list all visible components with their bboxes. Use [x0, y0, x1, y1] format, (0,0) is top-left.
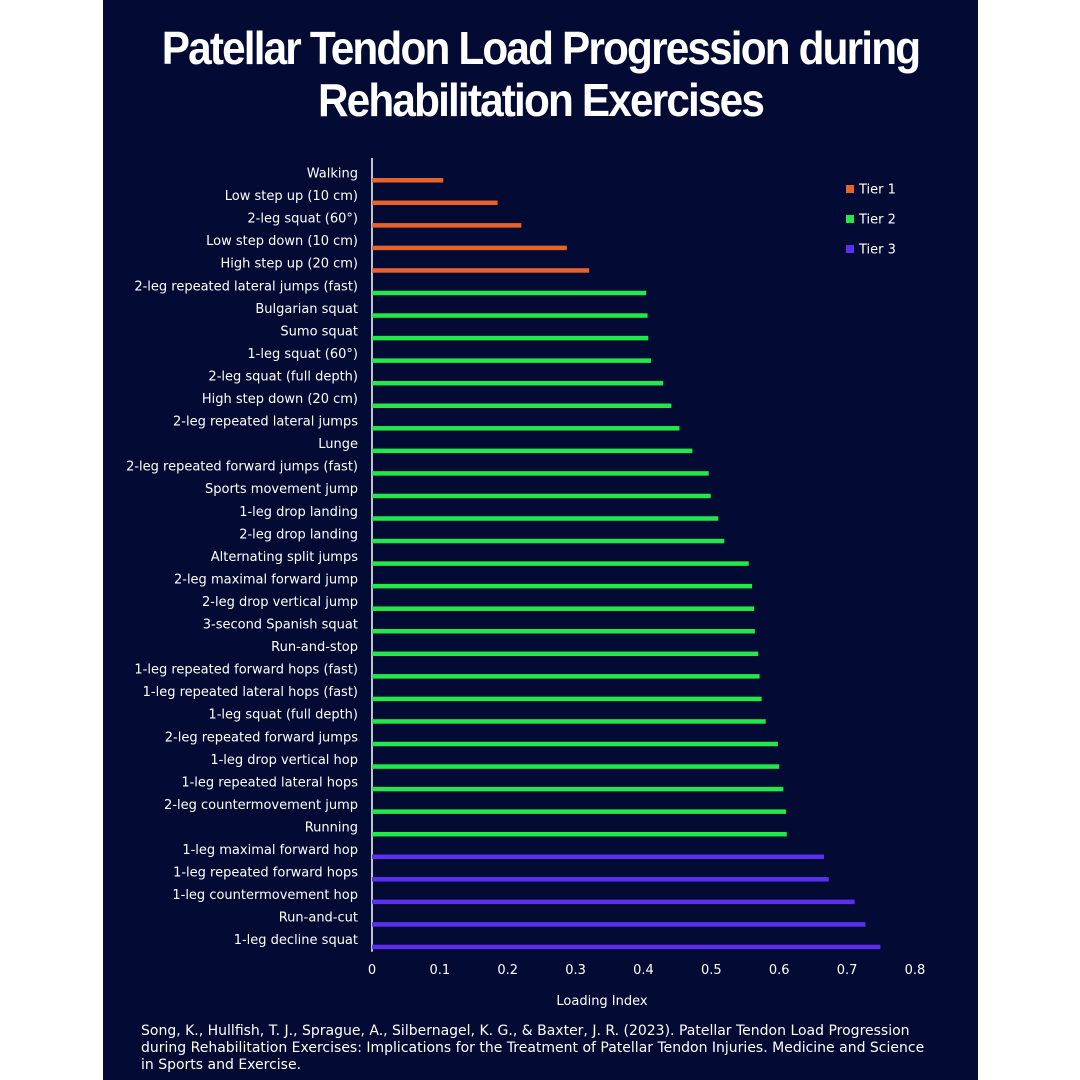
x-tick-label: 0.4 — [633, 963, 654, 978]
bar-chart: Walking Low step up (10 cm) 2-leg squat (6… — [126, 158, 926, 1009]
citation: Song, K., Hullfish, T. J., Sprague, A., … — [141, 1023, 925, 1073]
legend-swatch — [846, 245, 854, 253]
category-label: Walking — [307, 167, 358, 182]
bar — [372, 538, 725, 544]
legend-swatch — [846, 185, 854, 193]
legend-label: Tier 2 — [858, 213, 896, 228]
category-label: High step up (20 cm) — [220, 257, 358, 272]
category-label: 1-leg drop vertical hop — [210, 753, 358, 768]
category-label: 2-leg countermovement jump — [164, 798, 358, 813]
x-tick-label: 0.5 — [701, 963, 722, 978]
category-label: Alternating split jumps — [211, 550, 358, 565]
bar — [372, 899, 855, 905]
bar — [372, 741, 778, 747]
bar — [372, 786, 784, 792]
category-label: 1-leg drop landing — [239, 505, 358, 520]
bar — [372, 223, 522, 228]
category-label: 1-leg repeated forward hops (fast) — [134, 663, 358, 678]
bar — [372, 854, 825, 859]
bar — [372, 471, 709, 476]
x-tick-label: 0.3 — [565, 963, 586, 978]
legend-label: Tier 3 — [858, 243, 896, 258]
bar — [372, 674, 760, 679]
bar — [372, 944, 881, 950]
bar — [372, 561, 749, 566]
category-label: Sumo squat — [280, 324, 358, 339]
category-label: Run-and-stop — [271, 640, 358, 655]
category-label: Lunge — [318, 437, 358, 452]
bar — [372, 335, 649, 341]
bar — [372, 380, 664, 386]
category-label: 1-leg countermovement hop — [172, 888, 358, 903]
category-label: 1-leg squat (60°) — [247, 347, 358, 362]
category-label: 2-leg maximal forward jump — [174, 572, 358, 587]
bar — [372, 719, 766, 724]
category-label: Sports movement jump — [205, 482, 358, 497]
x-tick-label: 0.8 — [905, 963, 926, 978]
bar — [372, 426, 680, 431]
category-label: Low step up (10 cm) — [225, 189, 358, 204]
category-label: 2-leg repeated lateral jumps (fast) — [134, 279, 358, 294]
bar — [372, 448, 693, 454]
x-axis-label: Loading Index — [556, 994, 648, 1009]
category-label: Run-and-cut — [279, 911, 358, 926]
x-tick-label: 0 — [368, 963, 376, 978]
bar — [372, 922, 866, 927]
category-label: 3-second Spanish squat — [203, 618, 358, 633]
x-tick-label: 0.7 — [837, 963, 858, 978]
x-tick-label: 0.6 — [769, 963, 790, 978]
category-label: 1-leg squat (full depth) — [208, 708, 358, 723]
category-label: 2-leg repeated forward jumps — [165, 730, 358, 745]
bar — [372, 629, 755, 634]
category-label: 1-leg repeated forward hops — [173, 866, 358, 881]
bar — [372, 877, 829, 882]
bar — [372, 516, 719, 521]
bar — [372, 493, 711, 499]
category-label: High step down (20 cm) — [202, 392, 358, 407]
category-label: Bulgarian squat — [255, 302, 358, 317]
category-label: 2-leg repeated forward jumps (fast) — [126, 460, 358, 475]
category-label: Running — [305, 820, 358, 835]
bar — [372, 583, 753, 589]
chart-title: Patellar Tendon Load Progression during … — [138, 22, 943, 126]
category-label: 2-leg drop landing — [239, 527, 358, 542]
bar — [372, 200, 498, 206]
bar — [372, 606, 755, 611]
x-tick-label: 0.2 — [497, 963, 518, 978]
category-label: Low step down (10 cm) — [206, 234, 358, 249]
category-label: 2-leg repeated lateral jumps — [173, 415, 358, 430]
bar — [372, 313, 648, 318]
category-label: 2-leg squat (60°) — [247, 212, 358, 227]
category-label: 1-leg repeated lateral hops — [181, 775, 358, 790]
bar — [372, 245, 567, 251]
category-label: 1-leg decline squat — [234, 933, 358, 948]
bar — [372, 809, 787, 814]
category-label: 1-leg maximal forward hop — [182, 843, 358, 858]
chart-panel: Patellar Tendon Load Progression during … — [103, 0, 978, 1080]
bar — [372, 358, 651, 363]
category-label: 1-leg repeated lateral hops (fast) — [143, 685, 358, 700]
chart-title-line-1: Patellar Tendon Load Progression during — [161, 22, 921, 74]
bar — [372, 831, 787, 837]
bar — [372, 268, 590, 273]
category-label: 2-leg squat (full depth) — [208, 369, 358, 384]
x-tick-label: 0.1 — [430, 963, 451, 978]
legend-label: Tier 1 — [858, 183, 896, 198]
bar — [372, 696, 762, 702]
bar — [372, 178, 444, 183]
chart-title-line-2: Rehabilitation Exercises — [317, 74, 765, 126]
bar — [372, 290, 647, 296]
legend-swatch — [846, 215, 854, 223]
bar — [372, 403, 672, 408]
bar — [372, 651, 759, 657]
bar — [372, 764, 780, 769]
category-label: 2-leg drop vertical jump — [202, 595, 358, 610]
